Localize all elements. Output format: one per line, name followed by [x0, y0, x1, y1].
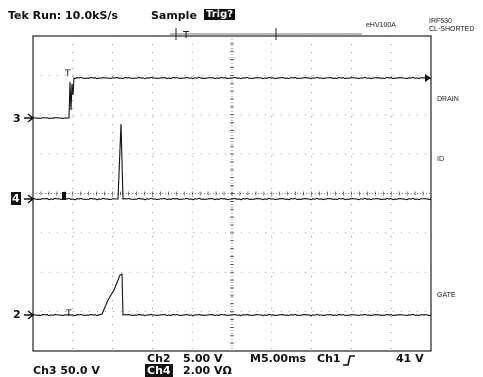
- id-trace: [32, 123, 432, 201]
- channel2-marker: 2: [13, 308, 21, 321]
- channel2-ground-arrow: [24, 310, 35, 320]
- trigger-level-readout: 41 V: [396, 352, 424, 365]
- channel4-ground-arrow: [24, 194, 35, 204]
- trigger-source: Ch1: [317, 352, 341, 365]
- channel3-ground-arrow: [24, 113, 35, 123]
- trace-label-id: ID: [437, 156, 444, 163]
- trigger-state-badge: Trig?: [204, 9, 236, 20]
- trace-label-drain: DRAIN: [437, 96, 459, 103]
- id-trace-marker: [62, 192, 66, 200]
- condition-label: CL-SHORTED: [429, 26, 475, 33]
- channel3-marker: 3: [13, 112, 21, 125]
- trace-label-gate: GATE: [437, 292, 456, 299]
- acquisition-mode: Sample: [151, 9, 197, 22]
- trace-trigger-marker: T: [64, 69, 71, 79]
- gate-trace: [32, 273, 432, 317]
- ch3-scale-readout: Ch3 50.0 V: [33, 364, 100, 377]
- run-status: Tek Run: 10.0kS/s: [8, 9, 118, 22]
- device-label: IRF530: [429, 18, 452, 25]
- ch4-scale-readout: 2.00 VΩ: [183, 364, 232, 377]
- ch4-name: Ch4: [145, 364, 173, 377]
- drain-trace: [32, 76, 432, 120]
- ch2-name: Ch2: [147, 352, 171, 365]
- ch2-scale-readout: 5.00 V: [183, 352, 223, 365]
- channel4-marker: 4: [11, 192, 21, 205]
- trigger-position-marker: T: [182, 30, 190, 41]
- rising-edge-icon: [342, 352, 356, 366]
- timebase-readout: M5.00ms: [250, 352, 307, 365]
- probe-label: eHV100A: [366, 22, 396, 29]
